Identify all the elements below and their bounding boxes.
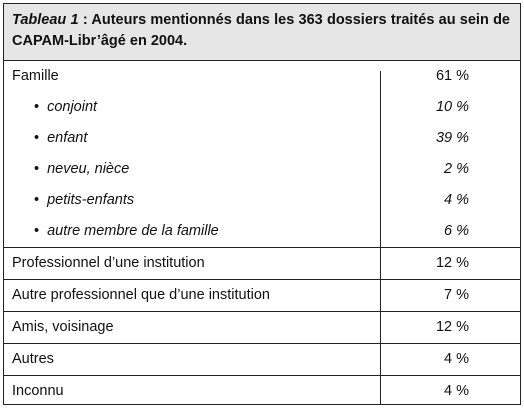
row-label: Autres — [12, 351, 54, 367]
row-value: 12 % — [435, 319, 469, 335]
table-title: Tableau 1 : Auteurs mentionnés dans les … — [4, 4, 520, 61]
sub-row-value: 39 % — [435, 130, 469, 146]
column-divider — [380, 280, 381, 311]
title-text: : Auteurs mentionnés dans les 363 dossie… — [12, 12, 510, 49]
sub-row-value: 10 % — [435, 99, 469, 115]
sub-row-label: enfant — [34, 123, 87, 154]
sub-row-value: 4 % — [444, 192, 469, 208]
column-divider — [380, 312, 381, 343]
row-group: Famille 61 % conjoint 10 % enfant 39 % neveu, … — [4, 61, 520, 248]
sub-row: petits-enfants 4 % — [4, 185, 520, 216]
row-value: 61 % — [435, 68, 469, 84]
sub-row: autre membre de la famille 6 % — [4, 216, 520, 247]
row-label: Famille — [12, 68, 59, 84]
row-group: Professionnel d’une institution 12 % — [4, 248, 520, 280]
table-row: Amis, voisinage 12 % — [4, 312, 520, 343]
table-row: Inconnu 4 % — [4, 376, 520, 404]
row-value: 4 % — [444, 383, 469, 399]
column-divider — [380, 248, 381, 279]
row-group: Autres 4 % — [4, 344, 520, 376]
row-value: 7 % — [444, 287, 469, 303]
sub-row-label: conjoint — [34, 92, 97, 123]
table-body: Famille 61 % conjoint 10 % enfant 39 % neveu, … — [4, 61, 520, 404]
sub-row: conjoint 10 % — [4, 92, 520, 123]
sub-row: enfant 39 % — [4, 123, 520, 154]
sub-row-value: 2 % — [444, 161, 469, 177]
column-divider — [380, 344, 381, 375]
row-group: Autre professionnel que d’une institutio… — [4, 280, 520, 312]
table-row: Famille 61 % — [4, 61, 520, 92]
column-divider — [380, 376, 381, 404]
sub-row-label: petits-enfants — [34, 185, 134, 216]
sub-row: neveu, nièce 2 % — [4, 154, 520, 185]
column-divider — [380, 71, 381, 247]
row-value: 12 % — [435, 255, 469, 271]
table-row: Autre professionnel que d’une institutio… — [4, 280, 520, 311]
table-row: Autres 4 % — [4, 344, 520, 375]
row-value: 4 % — [444, 351, 469, 367]
table-row: Professionnel d’une institution 12 % — [4, 248, 520, 279]
row-label: Amis, voisinage — [12, 319, 114, 335]
title-label: Tableau 1 — [12, 12, 79, 28]
sub-row-value: 6 % — [444, 223, 469, 239]
row-group: Inconnu 4 % — [4, 376, 520, 404]
sub-row-label: neveu, nièce — [34, 154, 129, 185]
sub-row-label: autre membre de la famille — [34, 216, 219, 247]
row-label: Autre professionnel que d’une institutio… — [12, 287, 270, 303]
row-group: Amis, voisinage 12 % — [4, 312, 520, 344]
table-frame: Tableau 1 : Auteurs mentionnés dans les … — [3, 3, 521, 405]
row-label: Inconnu — [12, 383, 64, 399]
row-label: Professionnel d’une institution — [12, 255, 205, 271]
